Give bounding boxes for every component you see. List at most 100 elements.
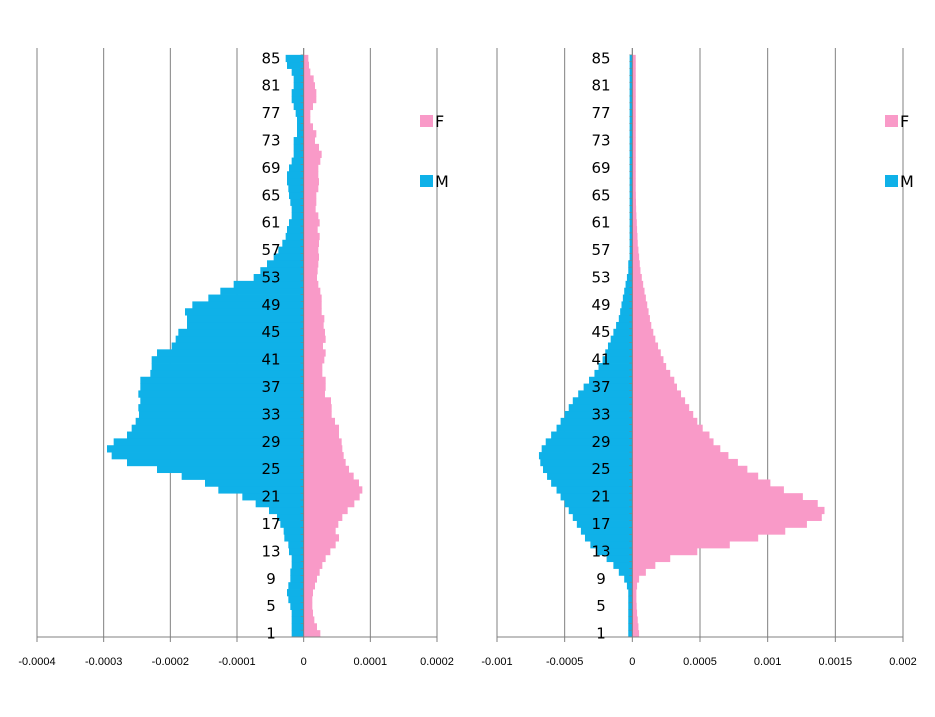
- x-tick-label: 0.0005: [683, 656, 717, 668]
- bar-m-age-6: [628, 595, 633, 604]
- y-tick-label: 49: [261, 296, 280, 314]
- bar-m-age-58: [629, 239, 633, 248]
- bar-m-age-29: [113, 438, 304, 446]
- y-tick-label: 73: [591, 131, 610, 149]
- bar-m-age-73: [293, 137, 304, 145]
- bar-f-age-66: [632, 184, 636, 193]
- bar-m-age-61: [629, 219, 633, 227]
- bar-m-age-39: [594, 369, 633, 378]
- y-tick-label: 1: [266, 625, 276, 643]
- bar-f-age-31: [303, 424, 339, 432]
- bar-f-age-80: [632, 89, 636, 97]
- bar-m-age-17: [280, 520, 304, 528]
- bar-f-age-10: [303, 568, 320, 576]
- bar-f-age-56: [632, 253, 640, 261]
- bar-m-age-60: [629, 226, 633, 234]
- bar-f-age-32: [303, 417, 335, 426]
- bar-m-age-64: [629, 198, 633, 206]
- legend-swatch-f: [420, 115, 433, 127]
- bar-m-age-49: [192, 301, 304, 309]
- bar-m-age-77: [295, 109, 304, 117]
- bar-m-age-52: [233, 280, 304, 289]
- chart-panel-2: -0.001 -0.0005 0 0.0005 0.001 0.0015 0.002 1 5 9 1…: [481, 48, 917, 668]
- bar-m-age-38: [140, 376, 304, 384]
- bar-m-age-30: [127, 431, 304, 439]
- bar-m-age-46: [616, 321, 633, 330]
- x-tick-label: -0.0002: [152, 656, 189, 668]
- bar-f-age-69: [632, 164, 636, 172]
- bar-f-age-38: [303, 376, 326, 384]
- bar-m-age-82: [293, 75, 304, 83]
- bar-m-age-8: [626, 582, 633, 590]
- bar-f-age-45: [303, 328, 325, 337]
- bar-m-age-17: [576, 520, 633, 528]
- x-tick-label: -0.0001: [218, 656, 255, 668]
- bar-f-age-58: [632, 239, 638, 248]
- bar-f-age-36: [303, 390, 325, 398]
- bar-m-age-35: [572, 397, 633, 405]
- y-tick-label: 25: [591, 460, 610, 478]
- bar-m-age-55: [267, 260, 304, 268]
- y-tick-label: 69: [591, 159, 610, 177]
- bar-f-age-70: [303, 157, 321, 165]
- legend-label-f: F: [435, 112, 444, 131]
- y-tick-label: 77: [261, 104, 280, 122]
- bar-f-age-60: [303, 226, 318, 234]
- bar-f-age-54: [303, 267, 318, 275]
- legend: FM: [420, 112, 449, 191]
- chart-panel-1: -0.0004 -0.0003 -0.0002 -0.0001 0 0.0001 0.000…: [18, 48, 454, 668]
- bar-f-age-22: [303, 486, 363, 494]
- bar-m-age-72: [629, 143, 633, 152]
- y-tick-label: 9: [596, 570, 606, 588]
- bar-f-age-6: [303, 595, 313, 604]
- bar-m-age-33: [564, 410, 633, 419]
- bar-f-age-27: [303, 452, 344, 460]
- bar-f-age-59: [632, 232, 638, 241]
- bar-f-age-29: [303, 438, 342, 446]
- y-tick-label: 53: [591, 268, 610, 286]
- bar-f-age-55: [303, 260, 319, 268]
- bar-f-age-2: [303, 623, 317, 631]
- bar-m-age-14: [288, 541, 304, 549]
- bar-m-age-15: [584, 534, 633, 542]
- bar-m-age-37: [140, 383, 304, 391]
- bar-f-age-17: [632, 520, 807, 528]
- bar-m-age-85: [629, 54, 633, 63]
- bar-m-age-63: [291, 205, 304, 213]
- bar-m-age-51: [220, 287, 304, 295]
- bar-m-age-27: [538, 452, 633, 460]
- bar-f-age-68: [632, 171, 636, 179]
- legend: FM: [885, 112, 914, 191]
- bar-f-age-43: [303, 342, 323, 350]
- bar-f-age-72: [632, 143, 636, 152]
- bar-f-age-48: [303, 308, 322, 316]
- bar-m-age-71: [293, 150, 304, 158]
- y-tick-label: 17: [591, 515, 610, 533]
- bar-f-age-6: [632, 595, 637, 604]
- bar-f-age-9: [303, 575, 317, 583]
- bar-m-age-34: [568, 404, 633, 412]
- bar-f-age-63: [632, 205, 637, 213]
- bar-m-age-23: [205, 479, 304, 487]
- bar-f-age-26: [303, 458, 346, 467]
- bar-f-age-64: [303, 198, 317, 206]
- y-tick-label: 1: [596, 625, 606, 643]
- bar-f-age-45: [632, 328, 654, 337]
- bar-m-age-53: [253, 274, 304, 282]
- bar-f-age-20: [303, 500, 355, 508]
- bar-m-age-54: [628, 267, 633, 275]
- bar-f-age-8: [632, 582, 638, 590]
- bar-f-age-18: [632, 513, 822, 521]
- y-tick-label: 81: [261, 77, 280, 95]
- y-tick-label: 41: [591, 351, 610, 369]
- y-tick-label: 25: [261, 460, 280, 478]
- bar-f-age-17: [303, 520, 339, 528]
- bar-f-age-9: [632, 575, 640, 583]
- bar-m-age-54: [260, 267, 304, 275]
- bar-f-age-54: [632, 267, 641, 275]
- bar-f-age-11: [303, 561, 323, 569]
- bar-m-age-41: [602, 356, 633, 364]
- bar-f-age-51: [303, 287, 321, 295]
- bar-m-age-43: [171, 342, 304, 350]
- bar-m-age-47: [618, 315, 633, 323]
